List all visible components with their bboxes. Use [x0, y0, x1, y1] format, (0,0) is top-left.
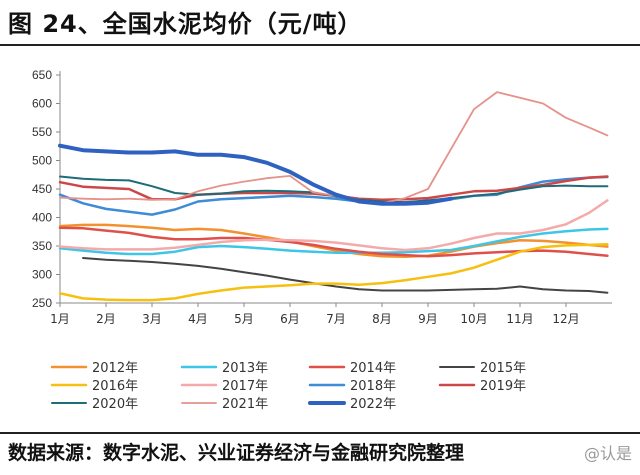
y-tick-label: 550	[32, 125, 52, 139]
x-tick-label: 1月	[50, 312, 70, 326]
x-tick-label: 7月	[326, 312, 346, 326]
title-divider	[0, 44, 640, 46]
y-tick-label: 250	[32, 296, 52, 310]
x-tick-label: 4月	[188, 312, 208, 326]
y-tick-label: 300	[32, 268, 52, 282]
x-tick-label: 6月	[280, 312, 300, 326]
series-line-2016年	[58, 243, 609, 302]
x-tick-label: 2月	[96, 312, 116, 326]
x-tick-label: 12月	[552, 312, 579, 326]
y-tick-label: 350	[32, 239, 52, 253]
series-line-2013年	[58, 227, 609, 256]
footer-divider	[0, 432, 640, 434]
legend-label: 2019年	[480, 379, 526, 394]
legend-label: 2016年	[92, 379, 138, 394]
series-line-2022年	[58, 143, 453, 206]
legend-label: 2017年	[222, 379, 268, 394]
watermark-text: @认是	[583, 444, 632, 463]
legend-label: 2021年	[222, 397, 268, 412]
y-tick-label: 600	[32, 97, 52, 111]
series-line-2015年	[82, 257, 609, 294]
legend-label: 2022年	[350, 397, 396, 412]
y-tick-label: 400	[32, 211, 52, 225]
legend-label: 2014年	[350, 361, 396, 376]
y-tick-label: 650	[32, 68, 52, 82]
y-tick-label: 450	[32, 182, 52, 196]
legend-label: 2015年	[480, 361, 526, 376]
series-line-2017年	[58, 199, 609, 252]
cement-price-chart: 250 300 350 400 450 500 550 600 650 1月 2月 3月 4月 5月 6月 7…	[32, 68, 612, 412]
x-tick-label: 3月	[142, 312, 162, 326]
series-line-2012年	[58, 223, 609, 259]
chart-title: 图 24、全国水泥均价（元/吨）	[8, 10, 363, 38]
x-tick-label: 5月	[234, 312, 254, 326]
legend-label: 2018年	[350, 379, 396, 394]
x-tick-label: 11月	[506, 312, 533, 326]
y-tick-label: 500	[32, 154, 52, 168]
data-source: 数据来源：数字水泥、兴业证券经济与金融研究院整理	[8, 442, 465, 464]
x-tick-label: 8月	[372, 312, 392, 326]
x-tick-label: 9月	[418, 312, 438, 326]
legend-label: 2013年	[222, 361, 268, 376]
x-tick-label: 10月	[460, 312, 487, 326]
legend-label: 2012年	[92, 361, 138, 376]
legend-label: 2020年	[92, 397, 138, 412]
